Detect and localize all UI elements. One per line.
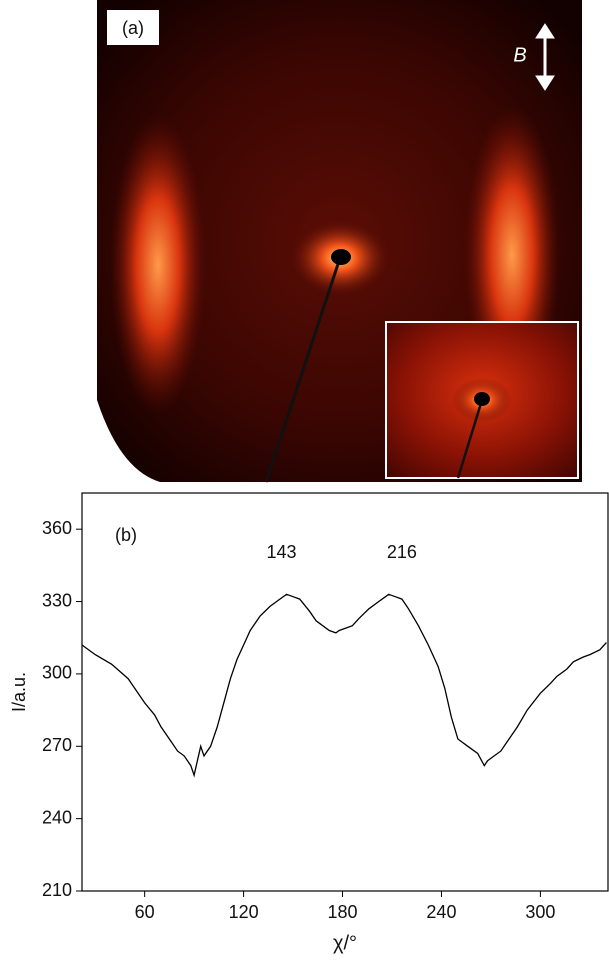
y-tick-label: 360 (42, 518, 72, 538)
y-tick-label: 300 (42, 663, 72, 683)
panel-label: (a) (122, 18, 144, 38)
x-tick-label: 240 (426, 902, 456, 922)
image-panel: (a) B (97, 0, 582, 483)
y-tick-label: 210 (42, 880, 72, 900)
y-tick-label: 270 (42, 735, 72, 755)
x-tick-label: 120 (229, 902, 259, 922)
plot: 210 240 270 300 330 360 60 120 180 240 300 143 216 (42, 518, 607, 922)
inset (385, 321, 579, 479)
x-axis-label: χ/° (333, 932, 357, 954)
beam-stop-arm (264, 257, 342, 483)
y-axis-label: I/a.u. (9, 672, 29, 712)
x-tick-label: 60 (135, 902, 155, 922)
peak-label: 216 (387, 542, 417, 562)
plot-frame (81, 492, 609, 892)
peak-label: 143 (266, 542, 296, 562)
x-tick-label: 180 (328, 902, 358, 922)
x-tick-label: 300 (525, 902, 555, 922)
field-arrow (535, 23, 555, 91)
panel-label: (b) (115, 525, 137, 545)
label-box (107, 10, 159, 45)
y-tick-label: 330 (42, 590, 72, 610)
beam-stop (331, 249, 351, 265)
scattering-band (110, 115, 206, 415)
data-line (81, 593, 607, 778)
field-label: B (513, 44, 526, 66)
y-tick-label: 240 (42, 807, 72, 827)
image-corner (97, 400, 160, 482)
